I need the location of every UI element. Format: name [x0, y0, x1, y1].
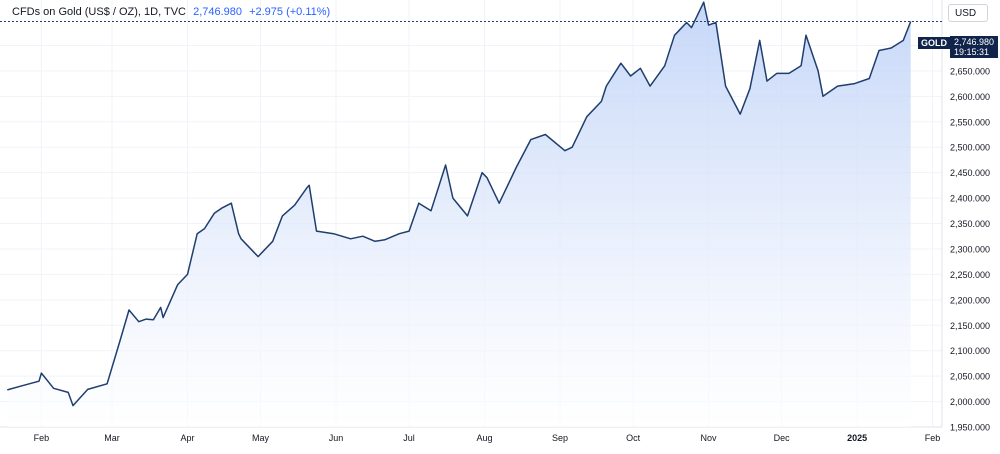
x-tick-label: Jun — [329, 433, 344, 443]
x-tick-label: Apr — [180, 433, 194, 443]
x-tick-label: Dec — [774, 433, 791, 443]
area-series — [7, 1, 912, 427]
y-tick-label: 2,050.000 — [950, 372, 990, 382]
bar-countdown: 19:15:31 — [954, 47, 990, 57]
last-value: 2,746.980 — [193, 6, 243, 18]
price-line — [7, 1, 912, 407]
x-tick-label: 2025 — [847, 433, 867, 443]
last-price-tag: GOLD 2,746.980 19:15:31 — [918, 36, 999, 58]
y-tick-label: 2,500.000 — [950, 143, 990, 153]
last-price-symbol: GOLD — [918, 37, 950, 49]
y-tick-label: 2,250.000 — [950, 270, 990, 280]
y-tick-label: 2,000.000 — [950, 397, 990, 407]
time-axis[interactable]: Feb Mar Apr May Jun Jul Aug Sep Oct Nov Dec 2025 Feb — [34, 433, 941, 443]
y-tick-label: 2,650.000 — [950, 66, 990, 76]
price-change: +2.975 (+0.11%) — [249, 6, 331, 18]
x-tick-label: Mar — [104, 433, 120, 443]
currency-selector[interactable]: USD — [948, 4, 988, 22]
y-tick-label: 2,150.000 — [950, 321, 990, 331]
y-tick-label: 2,100.000 — [950, 346, 990, 356]
symbol-title: CFDs on Gold (US$ / OZ), 1D, TVC — [12, 6, 187, 18]
y-tick-label: 2,600.000 — [950, 92, 990, 102]
price-axis-panel — [942, 0, 1000, 449]
last-price-box: 2,746.980 19:15:31 — [950, 36, 999, 58]
x-tick-label: Aug — [477, 433, 493, 443]
x-tick-label: Nov — [701, 433, 718, 443]
y-tick-label: 2,400.000 — [950, 194, 990, 204]
x-tick-label: May — [252, 433, 270, 443]
y-tick-label: 2,300.000 — [950, 244, 990, 254]
last-price-value: 2,746.980 — [954, 37, 995, 47]
currency-label: USD — [955, 7, 977, 19]
area-fill — [7, 2, 911, 427]
x-tick-label: Feb — [34, 433, 50, 443]
y-tick-label: 2,200.000 — [950, 295, 990, 305]
x-tick-label: Sep — [552, 433, 568, 443]
x-tick-label: Feb — [925, 433, 941, 443]
x-tick-label: Jul — [403, 433, 415, 443]
y-tick-label: 1,950.000 — [950, 423, 990, 433]
y-tick-label: 2,550.000 — [950, 117, 990, 127]
chart-legend-header: CFDs on Gold (US$ / OZ), 1D, TVC 2,746.9… — [12, 6, 330, 18]
y-tick-label: 2,350.000 — [950, 219, 990, 229]
x-tick-label: Oct — [626, 433, 641, 443]
y-tick-label: 2,450.000 — [950, 168, 990, 178]
